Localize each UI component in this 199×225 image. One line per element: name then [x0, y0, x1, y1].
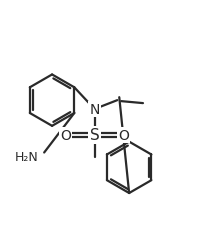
Text: N: N: [89, 103, 100, 117]
Text: H₂N: H₂N: [15, 150, 38, 163]
Text: S: S: [90, 128, 100, 143]
Text: O: O: [60, 128, 71, 142]
Text: O: O: [118, 128, 129, 142]
